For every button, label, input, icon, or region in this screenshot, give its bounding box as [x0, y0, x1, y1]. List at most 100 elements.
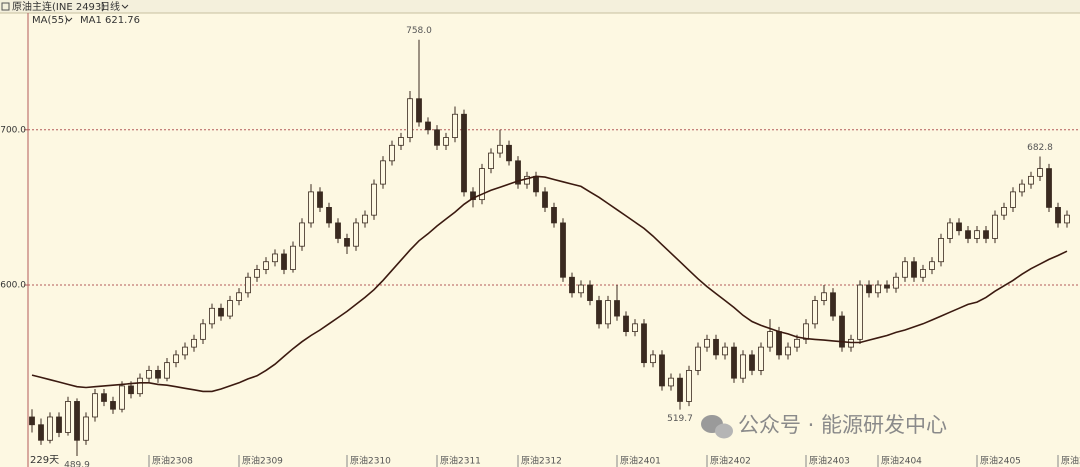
wechat-icon	[715, 423, 733, 439]
candle-up	[353, 222, 359, 247]
candle-up	[1010, 191, 1016, 208]
candle-down	[515, 160, 521, 185]
indicator-name[interactable]: MA(55)	[32, 15, 68, 26]
x-tick-label: 原油2310	[350, 455, 391, 467]
candle-up	[740, 354, 746, 379]
candle-up	[794, 338, 800, 348]
candle-up	[1019, 183, 1025, 193]
candle-up	[389, 144, 395, 162]
candle-up	[443, 137, 449, 146]
instrument-name[interactable]: 原油主连(INE 2493)	[12, 0, 105, 13]
candle-up	[452, 113, 458, 138]
candle-down	[74, 401, 80, 441]
candle-down	[542, 191, 548, 208]
candle-up	[227, 300, 233, 317]
candle-up	[479, 168, 485, 201]
plot-area: 600.0 700.0 原油2308 原油2309 原油2310 原油2311 原油2312…	[0, 26, 1080, 467]
price-annotation: 489.9	[64, 460, 90, 467]
price-annotation: 519.7	[667, 414, 693, 424]
ma-line	[31, 175, 1068, 393]
candle-up	[947, 222, 953, 239]
price-annotation: 758.0	[406, 26, 432, 36]
candle-up	[488, 152, 494, 169]
candle-down	[551, 206, 557, 224]
x-tick-label: 原油2311	[440, 455, 481, 467]
candle-up	[812, 300, 818, 325]
candle-down	[470, 191, 476, 201]
candle-up	[803, 323, 809, 340]
candle-down	[641, 323, 647, 364]
candle-up	[308, 191, 314, 224]
ma-last-value: 621.76	[105, 15, 140, 26]
candle-down	[344, 238, 350, 247]
candle-down	[614, 300, 620, 317]
candle-down	[965, 230, 971, 239]
candle-down	[425, 121, 431, 131]
candle-up	[47, 416, 53, 441]
candle-up	[821, 292, 827, 301]
candle-down	[218, 307, 224, 317]
ma-name: MA1	[80, 15, 102, 26]
candle-up	[254, 269, 260, 278]
candle-up	[650, 354, 656, 364]
candle-down	[101, 393, 107, 402]
candle-up	[200, 323, 206, 340]
candle-up	[137, 377, 143, 395]
candle-up	[236, 292, 242, 301]
candle-down	[731, 346, 737, 379]
watermark-text: 公众号 · 能源研发中心	[738, 413, 947, 437]
candle-up	[290, 245, 296, 270]
candle-down	[749, 354, 755, 371]
x-tick-label: 原油2308	[152, 455, 193, 467]
candle-down	[587, 284, 593, 301]
candle-down	[911, 261, 917, 278]
price-annotation: 682.8	[1027, 143, 1053, 153]
candle-up	[893, 276, 899, 289]
candle-down	[29, 416, 35, 426]
candle-up	[497, 144, 503, 154]
candle-up	[767, 331, 773, 348]
window-icon[interactable]	[1, 2, 10, 11]
candle-up	[92, 393, 98, 418]
candle-up	[371, 183, 377, 216]
x-tick-label: 原油2403	[809, 455, 850, 467]
candle-up	[992, 214, 998, 239]
candle-up	[686, 370, 692, 402]
candle-up	[299, 222, 305, 247]
candle-down	[713, 338, 719, 356]
candle-up	[920, 269, 926, 278]
x-tick-label: 原油2404	[881, 455, 922, 467]
candle-down	[776, 331, 782, 356]
x-tick-label: 原油2401	[620, 455, 661, 467]
candle-down	[596, 300, 602, 325]
dropdown-arrow[interactable]	[121, 4, 129, 9]
candle-down	[434, 129, 440, 146]
y-tick-label: 600.0	[0, 281, 26, 291]
candle-down	[155, 370, 161, 379]
candle-down	[839, 315, 845, 348]
candle-up	[245, 276, 251, 294]
candle-up	[65, 401, 71, 433]
candle-up	[929, 261, 935, 270]
candle-up	[578, 284, 584, 294]
candle-up	[524, 175, 530, 185]
candle-up	[758, 346, 764, 371]
candle-up	[857, 284, 863, 340]
candle-down	[569, 276, 575, 294]
candle-up	[1037, 168, 1043, 177]
candle-down	[56, 416, 62, 433]
x-tick-label: 原油2309	[242, 455, 283, 467]
candle-up	[209, 307, 215, 325]
candle-down	[1046, 168, 1052, 208]
candle-up	[668, 377, 674, 387]
candle-up	[173, 354, 179, 364]
candle-down	[281, 253, 287, 270]
candle-up	[164, 362, 170, 379]
candle-down	[326, 206, 332, 224]
candle-down	[461, 113, 467, 193]
period-selector[interactable]: 日线	[100, 0, 120, 13]
candle-up	[83, 416, 89, 441]
candle-down	[623, 315, 629, 332]
dropdown-arrow[interactable]	[65, 17, 73, 22]
